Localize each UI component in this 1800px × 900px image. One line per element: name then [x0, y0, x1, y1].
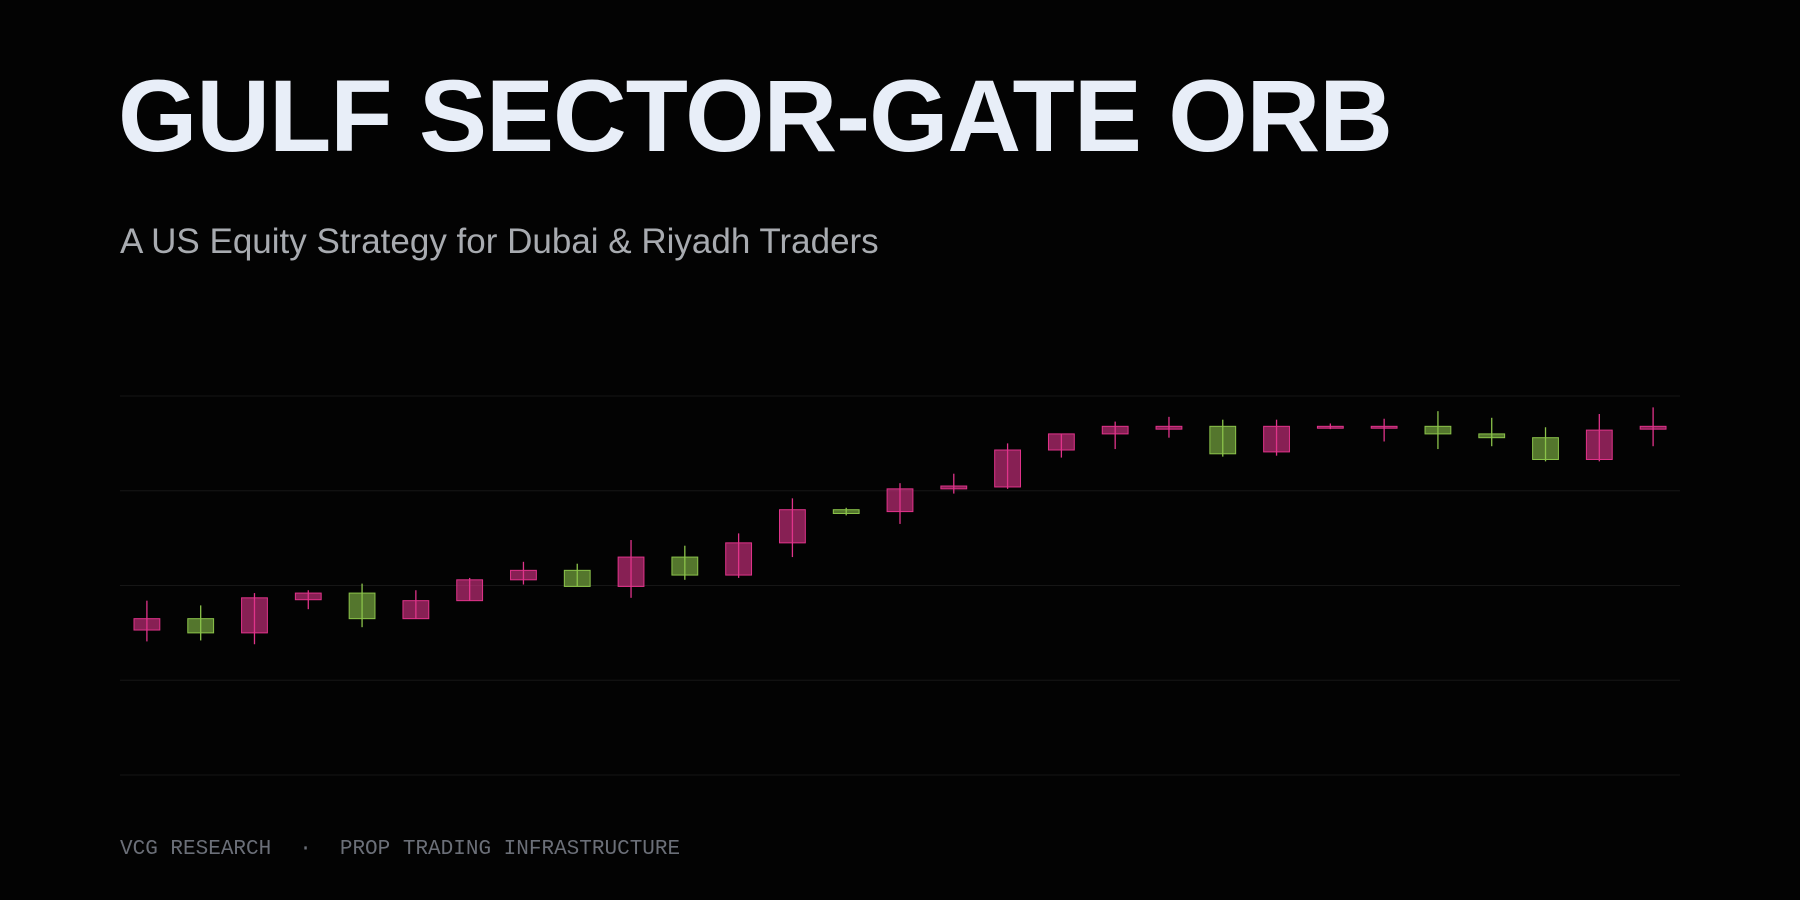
- candle-body: [1209, 425, 1237, 455]
- footer: VCG RESEARCH · PROP TRADING INFRASTRUCTURE: [120, 838, 680, 861]
- candle-body: [510, 569, 537, 581]
- candle-body: [1532, 437, 1559, 460]
- candle-body: [1101, 425, 1129, 435]
- footer-item: VCG RESEARCH: [120, 838, 272, 861]
- candle-body: [886, 488, 914, 513]
- candle-body: [133, 618, 161, 631]
- candle-body: [348, 592, 376, 620]
- candle-body: [1639, 425, 1667, 430]
- candle-body: [1263, 425, 1290, 453]
- candle-body: [456, 579, 484, 602]
- candle-body: [563, 569, 591, 587]
- candle-body: [1316, 425, 1344, 429]
- candle-body: [294, 592, 322, 601]
- candle-body: [402, 600, 430, 620]
- candle-body: [617, 556, 645, 587]
- candle-body: [187, 618, 215, 634]
- candle-body: [1155, 425, 1183, 430]
- candle-body: [671, 556, 699, 576]
- candle-body: [779, 509, 806, 544]
- candle-body: [1424, 425, 1452, 435]
- candle-body: [1585, 429, 1613, 460]
- candle-body: [940, 485, 968, 490]
- title: GULF SECTOR-GATE ORB: [118, 59, 1393, 173]
- candle-body: [832, 509, 860, 514]
- candle-body: [1478, 433, 1506, 439]
- candle-body: [241, 597, 268, 634]
- candle-body: [725, 542, 753, 576]
- subtitle: A US Equity Strategy for Dubai & Riyadh …: [120, 222, 879, 261]
- candle-body: [1047, 433, 1075, 451]
- candle-body: [994, 449, 1021, 488]
- footer-item: PROP TRADING INFRASTRUCTURE: [339, 838, 681, 861]
- footer-item: ·: [299, 838, 312, 861]
- candle-body: [1370, 425, 1398, 429]
